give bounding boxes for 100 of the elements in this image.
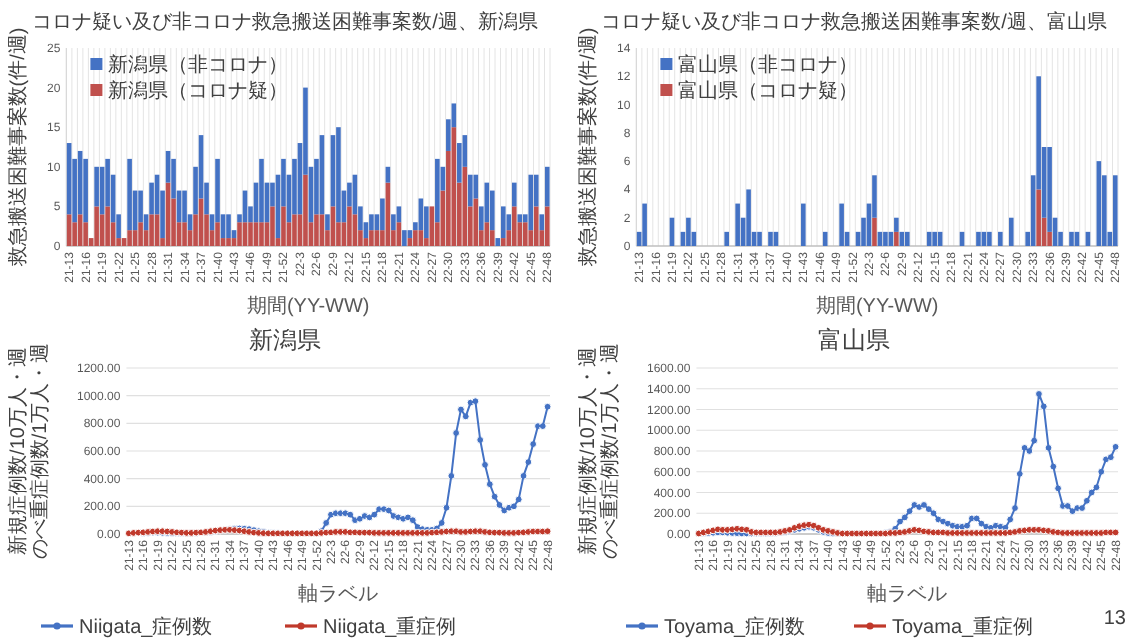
bar: [369, 230, 374, 246]
bar: [1036, 189, 1041, 246]
bar: [237, 222, 242, 246]
bar: [528, 174, 534, 231]
bar: [105, 206, 110, 246]
y-axis-title: 救急搬送困難事案数(件/週): [6, 27, 30, 269]
bar: [932, 231, 937, 246]
bar: [539, 214, 545, 231]
bar: [435, 158, 440, 223]
chart-title: コロナ疑い及び非コロナ救急搬送困難事案数/週、富山県: [601, 10, 1107, 34]
legend-label: 新潟県（非コロナ）: [108, 53, 289, 77]
bar: [757, 231, 762, 246]
bar: [94, 206, 99, 246]
bar: [883, 231, 888, 246]
bar: [292, 214, 297, 246]
bar: [226, 238, 231, 246]
bar: [1069, 231, 1074, 246]
bar: [544, 166, 550, 207]
x-axis-title: 軸ラベル: [298, 582, 379, 606]
bar: [413, 230, 418, 246]
bar: [905, 231, 910, 246]
chart-title: コロナ疑い及び非コロナ救急搬送困難事案数/週、新潟県: [32, 10, 538, 34]
bar: [380, 198, 385, 231]
bar: [281, 206, 286, 246]
bar: [495, 238, 501, 246]
bar: [215, 222, 220, 246]
bar: [83, 158, 88, 223]
bar: [987, 231, 992, 246]
bar: [768, 231, 773, 246]
bar: [182, 222, 187, 246]
bar: [457, 143, 462, 183]
bar: [511, 182, 517, 207]
bar: [976, 231, 981, 246]
bar: [138, 190, 143, 223]
y-axis-title: 新規症例数/10万人・週のべ重症例数/1万人・週: [576, 342, 622, 560]
bar: [872, 217, 877, 246]
bar: [686, 217, 691, 246]
bar: [325, 214, 330, 231]
bar: [259, 222, 264, 246]
legend-label: 新潟県（コロナ疑）: [108, 79, 289, 103]
bar: [894, 217, 899, 232]
bar: [489, 230, 495, 246]
x-axis-title: 軸ラベル: [867, 582, 948, 606]
chart-title: 富山県: [818, 326, 890, 354]
bar: [544, 206, 550, 246]
bar: [391, 214, 396, 231]
x-axis-title: 期間(YY-WW): [246, 294, 370, 318]
bar: [402, 230, 407, 246]
x-axis-title: 期間(YY-WW): [815, 294, 939, 318]
bar: [336, 127, 341, 223]
bar: [72, 222, 77, 246]
bar: [724, 231, 729, 246]
bar: [500, 238, 506, 246]
bar: [533, 206, 539, 246]
bar: [998, 231, 1003, 246]
bar: [248, 222, 253, 246]
bar: [369, 214, 374, 231]
bar: [506, 214, 512, 231]
legend-label: Niigata_症例数: [79, 615, 213, 639]
bar: [347, 206, 352, 246]
bar: [303, 174, 308, 246]
bar: [500, 206, 506, 239]
bar: [270, 206, 275, 246]
bar: [1112, 175, 1118, 246]
bar: [801, 203, 806, 246]
bar: [149, 214, 154, 246]
legend-label: Niigata_重症例: [323, 615, 457, 639]
bar: [484, 182, 490, 223]
bar: [1008, 217, 1014, 246]
bar: [522, 222, 528, 246]
bar: [149, 182, 154, 215]
text: 13: [1103, 608, 1127, 630]
bar: [517, 214, 523, 223]
bar: [822, 231, 828, 246]
y-axis-title: 新規症例数/10万人・週のべ重症例数/1万人・週: [6, 342, 52, 560]
bar: [226, 214, 231, 239]
bar: [83, 222, 88, 246]
bar: [138, 222, 143, 246]
bar: [489, 190, 495, 231]
legend-label: Toyama_症例数: [664, 615, 806, 639]
bar: [839, 203, 844, 246]
bar: [642, 203, 647, 246]
bar: [511, 206, 517, 246]
bar: [735, 203, 740, 246]
legend-label: 富山県（コロナ疑）: [678, 79, 859, 103]
bar: [468, 174, 473, 207]
bar: [314, 214, 319, 246]
bar: [127, 230, 132, 246]
y-axis-title: 救急搬送困難事案数(件/週): [576, 27, 600, 269]
bar: [182, 190, 187, 223]
bar: [94, 166, 99, 207]
bar: [894, 231, 899, 246]
bar: [127, 158, 132, 231]
bar: [259, 158, 264, 223]
legend-label: 富山県（非コロナ）: [678, 53, 859, 77]
bar: [746, 189, 751, 246]
bar: [424, 206, 429, 239]
chart-title: 新潟県: [249, 326, 321, 354]
bar: [484, 222, 490, 246]
legend-label: Toyama_重症例: [892, 615, 1034, 639]
